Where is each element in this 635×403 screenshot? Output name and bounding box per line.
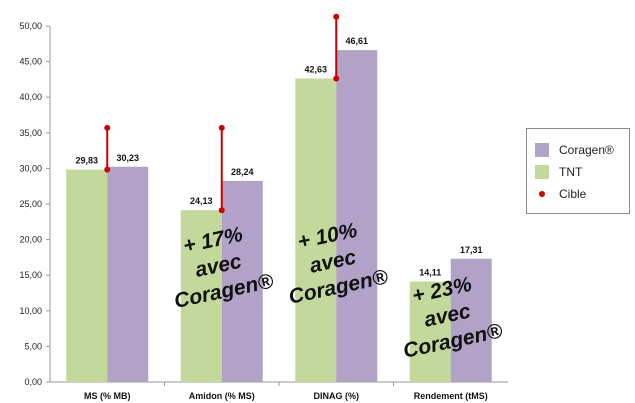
data-label-tnt-amidon-ms: 24,13	[190, 196, 213, 206]
legend-swatch-coragen	[535, 143, 549, 157]
y-tick-label: 20,00	[19, 235, 42, 245]
legend-label-tnt: TNT	[559, 165, 583, 179]
y-tick-label: 30,00	[19, 163, 42, 173]
x-tick-label: Amidon (% MS)	[189, 391, 255, 401]
legend: Coragen® TNT Cible	[526, 128, 630, 214]
legend-label-cible: Cible	[559, 187, 587, 201]
cible-marker-dinag	[333, 13, 340, 20]
y-tick-label: 5,00	[24, 341, 42, 351]
cible-marker-base-ms-mb	[104, 166, 111, 173]
data-label-tnt-rendement-tms: 14,11	[419, 268, 441, 278]
y-tick-label: 10,00	[19, 306, 42, 316]
cible-marker-base-dinag	[333, 75, 340, 82]
x-tick-label: DINAG (%)	[314, 391, 360, 401]
legend-swatch-tnt	[535, 165, 549, 179]
data-label-tnt-ms-mb: 29,83	[75, 156, 98, 166]
y-tick-label: 50,00	[19, 21, 42, 31]
legend-item-cible: Cible	[535, 183, 623, 205]
y-tick-label: 40,00	[19, 92, 42, 102]
bar-tnt-rendement-tms	[409, 281, 451, 382]
data-label-tnt-dinag: 42,63	[304, 64, 327, 74]
legend-marker-cible	[539, 191, 545, 197]
bar-coragen-dinag	[336, 50, 378, 382]
cible-marker-amidon-ms	[218, 124, 225, 131]
bar-coragen-amidon-ms	[221, 180, 263, 382]
y-tick-label: 35,00	[19, 128, 42, 138]
bar-tnt-amidon-ms	[180, 210, 222, 382]
bar-tnt-dinag	[295, 78, 337, 383]
x-tick-label: MS (% MB)	[84, 391, 131, 401]
y-tick-label: 25,00	[19, 199, 42, 209]
y-tick-label: 15,00	[19, 270, 42, 280]
data-label-coragen-rendement-tms: 17,31	[460, 245, 483, 255]
legend-label-coragen: Coragen®	[559, 143, 614, 157]
cible-marker-ms-mb	[104, 124, 111, 131]
y-tick-label: 0,00	[24, 377, 42, 387]
x-tick-label: Rendement (tMS)	[414, 391, 488, 401]
bar-coragen-rendement-tms	[450, 258, 492, 382]
bar-coragen-ms-mb	[107, 166, 149, 382]
legend-item-tnt: TNT	[535, 161, 623, 183]
data-label-coragen-amidon-ms: 28,24	[231, 167, 254, 177]
data-label-coragen-dinag: 46,61	[345, 36, 368, 46]
cible-marker-base-amidon-ms	[218, 207, 225, 214]
legend-item-coragen: Coragen®	[535, 139, 623, 161]
y-tick-label: 45,00	[19, 57, 42, 67]
data-label-coragen-ms-mb: 30,23	[116, 153, 139, 163]
bar-tnt-ms-mb	[66, 169, 108, 382]
